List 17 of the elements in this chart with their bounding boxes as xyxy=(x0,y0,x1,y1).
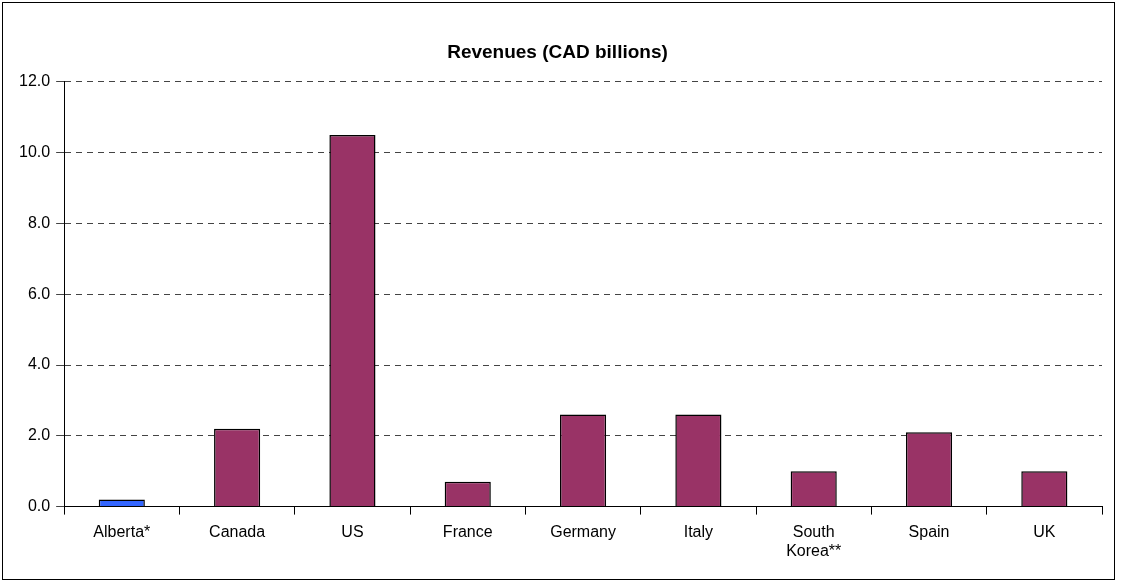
y-tick-label: 4.0 xyxy=(27,355,51,373)
x-tick-label: Canada xyxy=(209,522,266,540)
x-tick-label: France xyxy=(442,522,493,540)
x-tick-label: Alberta* xyxy=(93,522,151,540)
y-tick-label: 0.0 xyxy=(27,497,51,515)
x-tick-label: South Korea** xyxy=(786,522,842,559)
y-tick-label: 2.0 xyxy=(27,426,51,444)
y-tick-label: 8.0 xyxy=(27,213,51,231)
chart-title: Revenues (CAD billions) xyxy=(447,40,668,62)
x-tick-label: Spain xyxy=(908,522,950,540)
y-tick-label: 12.0 xyxy=(19,72,51,90)
x-tick-label: Italy xyxy=(683,522,714,540)
x-tick-label: Germany xyxy=(550,522,616,540)
y-tick-label: 10.0 xyxy=(19,143,51,161)
y-tick-label: 6.0 xyxy=(27,284,51,302)
x-tick-label: UK xyxy=(1033,522,1056,540)
x-tick-label: US xyxy=(341,522,364,540)
